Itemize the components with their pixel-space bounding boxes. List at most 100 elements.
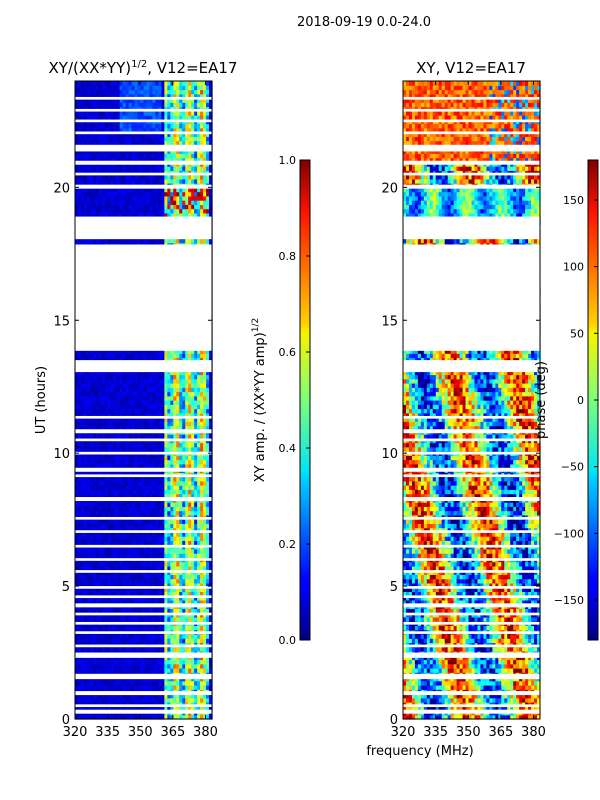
left-heat-cell <box>197 684 201 690</box>
left-heat-cell <box>75 599 79 605</box>
left-heat-cell <box>98 684 103 690</box>
left-heat-cell <box>206 502 210 507</box>
left-heat-cell <box>116 608 121 614</box>
left-heat-cell <box>116 489 121 495</box>
left-heat-cell <box>185 523 189 529</box>
left-heat-cell <box>113 625 118 631</box>
left-heat-cell <box>206 595 210 601</box>
left-heat-cell <box>203 684 207 690</box>
left-heat-cell <box>179 616 183 622</box>
left-heat-cell <box>203 506 207 512</box>
left-heat-cell <box>191 519 195 524</box>
left-heat-cell <box>161 667 165 673</box>
left-heat-cell <box>161 485 165 490</box>
left-heat-cell <box>128 714 133 720</box>
left-heat-cell <box>80 663 85 669</box>
left-heat-cell <box>182 536 186 541</box>
left-heat-cell <box>188 574 192 580</box>
left-heat-cell <box>206 531 210 537</box>
left-heat-cell <box>164 574 168 580</box>
left-heat-cell <box>140 591 145 597</box>
left-heat-cell <box>95 476 100 482</box>
left-heat-cell <box>200 493 204 499</box>
left-heat-cell <box>152 476 157 482</box>
left-heat-cell <box>140 574 145 580</box>
left-heat-cell <box>113 680 118 686</box>
left-heat-cell <box>92 548 97 554</box>
left-heat-cell <box>176 510 180 516</box>
left-heat-cell <box>86 476 91 482</box>
left-heat-cell <box>119 578 124 584</box>
left-heat-cell <box>188 527 192 533</box>
left-heat-cell <box>176 476 180 482</box>
left-heat-cell <box>143 463 148 469</box>
left-heat-cell <box>176 582 180 588</box>
left-heat-cell <box>137 553 142 558</box>
left-heat-cell <box>113 659 118 665</box>
left-heat-cell <box>182 540 186 546</box>
left-heat-cell <box>203 582 207 588</box>
left-heat-cell <box>209 608 213 614</box>
left-heat-cell <box>134 519 139 524</box>
left-heat-cell <box>182 553 186 558</box>
left-heat-cell <box>194 578 198 584</box>
left-heat-cell <box>101 616 106 622</box>
left-heat-cell <box>86 599 91 605</box>
left-heat-cell <box>158 506 162 512</box>
left-heat-cell <box>158 659 162 665</box>
left-heat-cell <box>119 536 124 541</box>
left-heat-cell <box>101 582 106 588</box>
left-heat-cell <box>191 506 195 512</box>
left-heat-cell <box>77 616 82 622</box>
left-heat-cell <box>86 591 91 597</box>
left-heat-cell <box>206 476 210 482</box>
left-heat-cell <box>197 633 201 639</box>
left-heat-cell <box>101 519 106 524</box>
left-heat-cell <box>113 463 118 469</box>
left-heat-cell <box>170 480 174 486</box>
left-heat-cell <box>128 638 133 644</box>
left-heat-cell <box>122 659 127 665</box>
left-heat-cell <box>158 502 162 507</box>
left-heat-cell <box>167 574 171 580</box>
left-heat-cell <box>167 633 171 639</box>
left-heat-cell <box>152 540 157 546</box>
left-heat-cell <box>116 553 121 558</box>
left-heat-cell <box>131 697 136 703</box>
left-heat-cell <box>167 680 171 686</box>
left-heat-cell <box>152 459 157 465</box>
left-heat-cell <box>191 591 195 597</box>
left-heat-cell <box>98 510 103 516</box>
left-heat-cell <box>191 540 195 546</box>
left-heat-cell <box>125 489 130 495</box>
left-heat-cell <box>131 561 136 567</box>
left-heat-cell <box>170 493 174 499</box>
left-heat-cell <box>161 459 165 465</box>
left-heat-cell <box>119 680 124 686</box>
left-heat-cell <box>131 608 136 614</box>
left-heat-cell <box>173 493 177 499</box>
left-heat-cell <box>185 706 189 712</box>
left-heat-cell <box>80 638 85 644</box>
left-heat-cell <box>209 502 213 507</box>
left-heat-cell <box>128 574 133 580</box>
left-heat-cell <box>191 565 195 571</box>
left-heat-cell <box>146 459 151 465</box>
left-heat-cell <box>197 502 201 507</box>
left-heat-cell <box>107 476 112 482</box>
left-heat-cell <box>176 574 180 580</box>
left-heat-cell <box>194 493 198 499</box>
left-heat-cell <box>75 527 79 533</box>
left-heat-cell <box>116 595 121 601</box>
left-heat-cell <box>206 527 210 533</box>
left-heat-cell <box>92 646 97 652</box>
left-heat-cell <box>164 599 168 605</box>
left-heat-cell <box>86 510 91 516</box>
left-heat-cell <box>104 680 109 686</box>
left-heat-cell <box>110 531 115 537</box>
left-heat-cell <box>137 459 142 465</box>
left-heat-cell <box>158 684 162 690</box>
left-heat-cell <box>194 608 198 614</box>
left-heat-cell <box>89 706 94 712</box>
